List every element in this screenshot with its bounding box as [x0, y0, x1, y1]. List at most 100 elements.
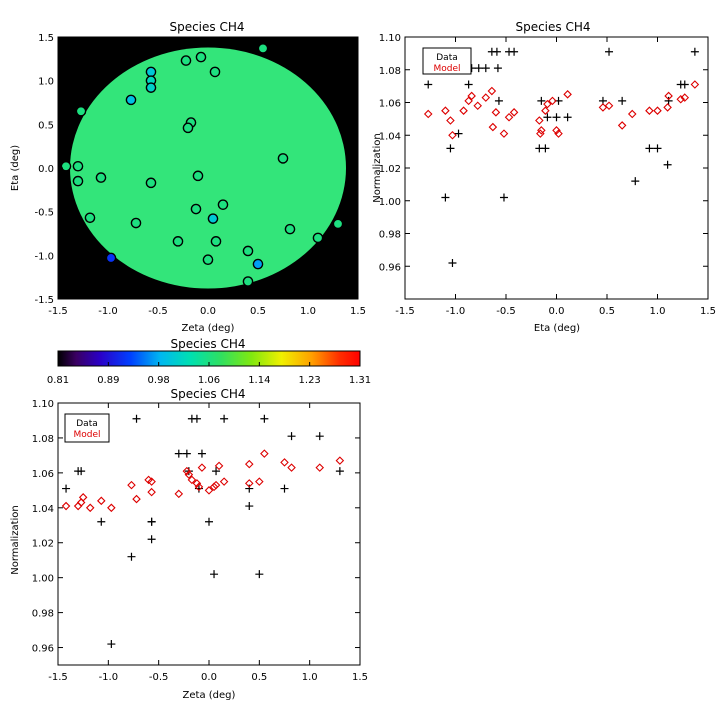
eta-plot-model-point	[499, 129, 509, 138]
eta-plot-data-point	[424, 80, 433, 89]
zeta-plot-x-tick-label: 0.5	[251, 672, 267, 683]
zeta-plot-data-point	[220, 414, 229, 423]
colorbar-tick-label: 0.81	[47, 375, 69, 386]
zeta-plot-data-point	[127, 552, 136, 561]
zeta-plot-model-point	[255, 477, 264, 486]
colorbar-tick-label: 1.06	[198, 375, 220, 386]
colorbar-tick-label: 0.89	[97, 375, 119, 386]
zeta-plot-x-tick-label: 1.0	[302, 672, 318, 683]
zeta-plot-model-point	[174, 489, 184, 499]
zeta-plot-points	[61, 414, 345, 649]
map-point	[242, 245, 254, 257]
eta-plot-model-point	[536, 129, 545, 138]
zeta-legend-data: Data	[76, 419, 98, 429]
zeta-plot-x-tick-label: 1.5	[352, 672, 368, 683]
zeta-plot-data-point	[287, 432, 296, 441]
eta-plot-data-point	[448, 258, 457, 267]
eta-plot-data-point	[605, 47, 614, 56]
eta-plot-y-tick-label: 0.98	[379, 230, 401, 241]
map-point	[125, 94, 137, 106]
map-points	[60, 43, 344, 287]
eta-plot-data-point	[690, 47, 699, 56]
map-point	[84, 212, 96, 224]
eta-plot-data-point	[474, 64, 483, 73]
eta-plot-data-point	[454, 129, 463, 138]
zeta-plot-data-point	[147, 535, 156, 544]
colorbar-tick-label: 1.31	[349, 375, 371, 386]
eta-plot-model-point	[598, 103, 608, 112]
eta-plot-model-point	[617, 121, 627, 130]
zeta-plot-y-tick-label: 1.04	[32, 504, 54, 515]
colorbar-panel: Species CH4 0.81 0.89 0.98 1.06 1.14 1.23 1.31	[47, 337, 371, 386]
eta-plot-x-tick-label: 0.5	[599, 306, 615, 317]
eta-plot-points	[423, 47, 700, 267]
eta-plot-y-tick-label: 1.06	[379, 99, 401, 110]
map-point	[242, 276, 254, 287]
eta-plot-data-point	[441, 193, 450, 202]
zeta-plot-title: Species CH4	[170, 387, 245, 401]
zeta-plot-model-point	[280, 458, 289, 467]
zeta-plot-y-tick-label: 0.98	[32, 609, 54, 620]
zeta-plot-legend: Data Model	[64, 413, 110, 443]
map-y-tick-label: -1.5	[34, 295, 54, 306]
zeta-plot-y-label: Normalization	[10, 505, 21, 575]
eta-plot-y-tick-label: 1.04	[379, 131, 401, 142]
map-title: Species CH4	[169, 20, 244, 34]
eta-plot-y-tick-label: 1.08	[379, 66, 401, 77]
eta-plot-x-tick-label: 1.0	[650, 306, 666, 317]
zeta-legend-model: Model	[73, 430, 100, 440]
zeta-plot-data-point	[245, 502, 254, 511]
eta-plot-model-point	[680, 93, 690, 102]
map-point	[105, 252, 117, 264]
zeta-plot-x-tick-label: -1.0	[99, 672, 119, 683]
map-y-label: Eta (deg)	[10, 145, 21, 191]
zeta-plot-model-point	[107, 503, 116, 513]
zeta-plot-data-point	[174, 449, 183, 458]
eta-plot-model-point	[446, 116, 455, 125]
eta-plot-x-tick-label: -1.0	[446, 306, 466, 317]
zeta-plot-data-point	[97, 517, 106, 526]
map-point	[60, 160, 72, 172]
eta-plot-data-point	[618, 96, 627, 105]
map-x-tick-label: -1.0	[98, 306, 118, 317]
map-y-tick-label: 0.5	[38, 120, 54, 131]
eta-plot-model-point	[627, 109, 637, 119]
map-point	[75, 105, 87, 117]
map-x-tick-label: -1.5	[48, 306, 68, 317]
zeta-plot-y-tick-label: 0.96	[32, 644, 54, 655]
eta-plot-frame	[404, 36, 709, 300]
zeta-plot-model-point	[260, 449, 269, 458]
map-point	[277, 153, 289, 164]
zeta-plot-model-point	[184, 470, 194, 479]
eta-plot-model-point	[423, 109, 433, 119]
zeta-plot-panel: Species CH4 -1.5 -1.0 -0.5 0.0 0.5 1.0 1.5 0.9…	[10, 387, 368, 701]
eta-plot-data-point	[552, 113, 561, 122]
map-x-label: Zeta (deg)	[182, 323, 235, 334]
zeta-plot-y-tick-label: 1.08	[32, 434, 54, 445]
zeta-plot-y-tick-label: 1.06	[32, 469, 54, 480]
map-x-tick-label: 0.5	[250, 306, 266, 317]
eta-plot-x-tick-label: 0.0	[549, 306, 565, 317]
map-point	[332, 218, 344, 230]
zeta-plot-model-point	[315, 463, 325, 472]
eta-plot-x-label: Eta (deg)	[534, 323, 580, 334]
eta-plot-data-point	[510, 47, 519, 56]
eta-plot-title: Species CH4	[515, 20, 590, 34]
eta-plot-panel: Species CH4 -1.5 -1.0 -0.5 0.0 0.5 1.0 1.5 0.9…	[372, 20, 716, 334]
zeta-plot-y-tick-label: 1.02	[32, 539, 54, 550]
zeta-plot-data-point	[192, 414, 201, 423]
eta-plot-data-point	[543, 113, 552, 122]
colorbar-tick-label: 0.98	[148, 375, 170, 386]
eta-plot-data-point	[464, 80, 473, 89]
map-y-tick-label: -1.0	[34, 251, 54, 262]
eta-plot-model-point	[541, 106, 550, 115]
zeta-plot-data-point	[194, 484, 203, 493]
map-x-ticks: -1.5 -1.0 -0.5 0.0 0.5 1.0 1.5	[48, 37, 366, 317]
eta-plot-y-label: Normalization	[372, 133, 383, 203]
eta-plot-model-point	[504, 112, 514, 122]
map-point	[217, 199, 229, 210]
eta-plot-model-point	[448, 130, 457, 140]
eta-plot-data-point	[563, 113, 572, 122]
eta-legend-box	[422, 47, 472, 75]
